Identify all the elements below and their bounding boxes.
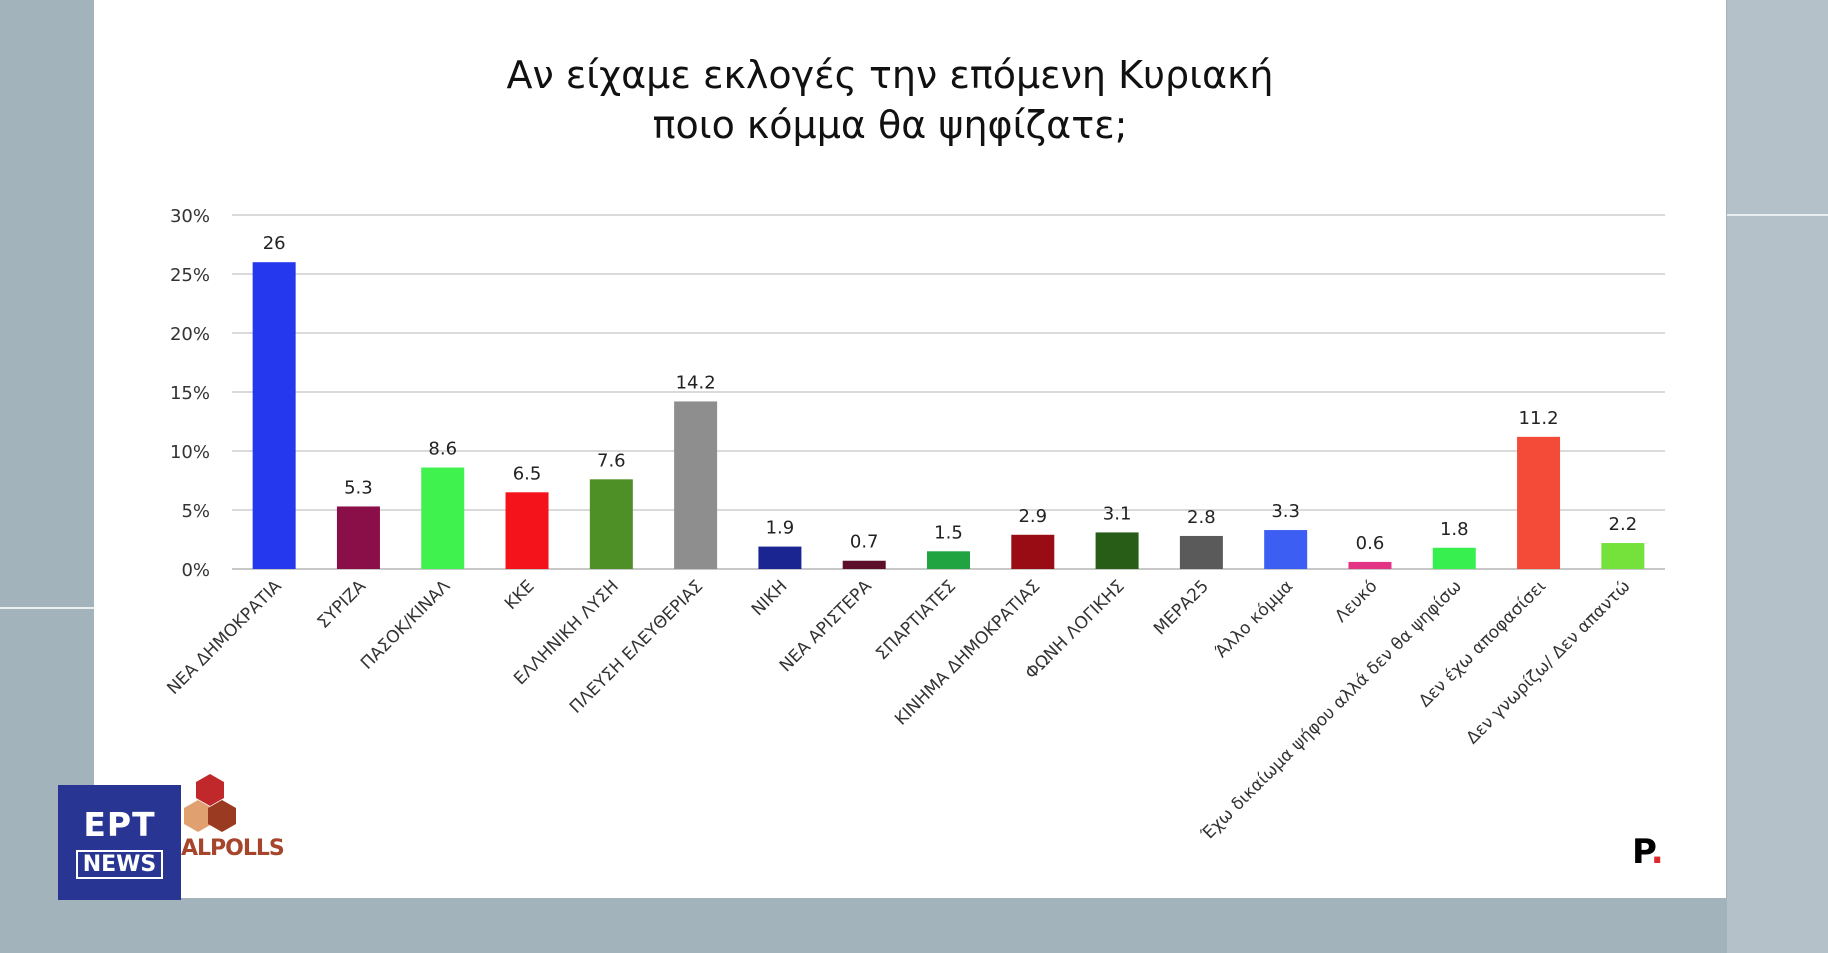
x-tick-label: ΝΙΚΗ [748, 576, 792, 620]
ert-news-text: NEWS [75, 850, 164, 879]
background-divider-right [1727, 214, 1828, 216]
x-tick-label: ΚΚΕ [501, 576, 539, 614]
publisher-logo: P. [1632, 832, 1664, 872]
y-tick-label: 20% [170, 324, 210, 345]
bar [1601, 543, 1645, 569]
bar-value-label: 11.2 [1519, 408, 1559, 429]
publisher-logo-dot: . [1650, 832, 1664, 872]
bar [674, 401, 718, 569]
x-tick-label: ΣΠΑΡΤΙΑΤΕΣ [872, 576, 960, 664]
bar-value-label: 26 [263, 233, 286, 254]
bar-value-label: 1.5 [934, 522, 963, 543]
bar-value-label: 1.8 [1440, 519, 1469, 540]
bar [842, 560, 886, 569]
x-tick-label: ΚΙΝΗΜΑ ΔΗΜΟΚΡΑΤΙΑΣ [891, 576, 1044, 729]
bar [421, 467, 465, 569]
bar-value-label: 3.1 [1103, 503, 1132, 524]
bar-value-label: 3.3 [1271, 501, 1300, 522]
bar [927, 551, 970, 569]
bar-value-label: 6.5 [513, 463, 542, 484]
chart-panel [94, 0, 1726, 898]
bar-value-label: 5.3 [344, 477, 373, 498]
publisher-logo-letter: P [1632, 832, 1651, 872]
bar [1264, 530, 1308, 569]
bar [505, 492, 549, 569]
value-labels: 26 5.3 8.6 6.5 7.6 14.2 1.9 0.7 1.5 2.9 3.1 2.8 3.3 0… [263, 233, 1637, 554]
chart-title: Αν είχαμε εκλογές την επόμενη Κυριακή πο… [0, 50, 1780, 150]
x-tick-label: Έχω δικαίωμα ψήφου αλλά δεν θα ψηφίσω [1197, 576, 1466, 845]
ert-news-logo: ΕΡΤ NEWS [58, 785, 181, 900]
y-tick-label: 25% [170, 265, 210, 286]
x-tick-label: ΝΕΑ ΑΡΙΣΤΕΡΑ [776, 576, 876, 676]
x-tick-label: ΜΕΡΑ25 [1150, 576, 1213, 639]
alpolls-logo-icon [184, 774, 236, 832]
background-right-panel [1727, 0, 1828, 953]
bar [1517, 436, 1561, 569]
bars [252, 262, 1645, 569]
bar [758, 546, 802, 569]
x-tick-label: ΝΕΑ ΔΗΜΟΚΡΑΤΙΑ [163, 576, 286, 699]
y-axis-ticks: 0% 5% 10% 15% 20% 25% 30% [170, 206, 210, 581]
chart-title-line-2: ποιο κόμμα θα ψηφίζατε; [652, 103, 1128, 147]
bar-value-label: 14.2 [676, 372, 716, 393]
y-tick-label: 5% [181, 501, 210, 522]
x-tick-label: ΣΥΡΙΖΑ [314, 576, 371, 633]
alpolls-logo-text: ALPOLLS [181, 836, 285, 861]
bar [1095, 532, 1139, 569]
chart-title-line-1: Αν είχαμε εκλογές την επόμενη Κυριακή [506, 53, 1274, 97]
ert-logo-text: ΕΡΤ [83, 805, 156, 844]
bar [589, 479, 633, 569]
bar-value-label: 2.2 [1609, 514, 1638, 535]
x-tick-label: Δεν γνωρίζω/ Δεν απαντώ [1463, 576, 1635, 748]
bar-value-label: 8.6 [428, 439, 457, 460]
bar [252, 262, 296, 569]
bar-value-label: 1.9 [766, 518, 795, 539]
y-tick-label: 10% [170, 442, 210, 463]
x-tick-label: Άλλο κόμμα [1212, 576, 1298, 662]
bar [1432, 547, 1476, 569]
y-tick-label: 15% [170, 383, 210, 404]
background-divider-left [0, 607, 94, 609]
x-tick-label: ΠΑΣΟΚ/ΚΙΝΑΛ [357, 576, 455, 674]
bar-value-label: 0.7 [850, 532, 879, 553]
bar [1179, 535, 1223, 569]
x-tick-label: Λευκό [1331, 576, 1381, 626]
bar [1011, 534, 1055, 569]
bar-value-label: 2.9 [1018, 506, 1047, 527]
bar [336, 506, 380, 569]
bar-value-label: 2.8 [1187, 507, 1216, 528]
y-tick-label: 0% [181, 560, 210, 581]
bar-value-label: 0.6 [1356, 533, 1385, 554]
bar [1348, 561, 1392, 569]
bar-value-label: 7.6 [597, 450, 626, 471]
y-tick-label: 30% [170, 206, 210, 227]
